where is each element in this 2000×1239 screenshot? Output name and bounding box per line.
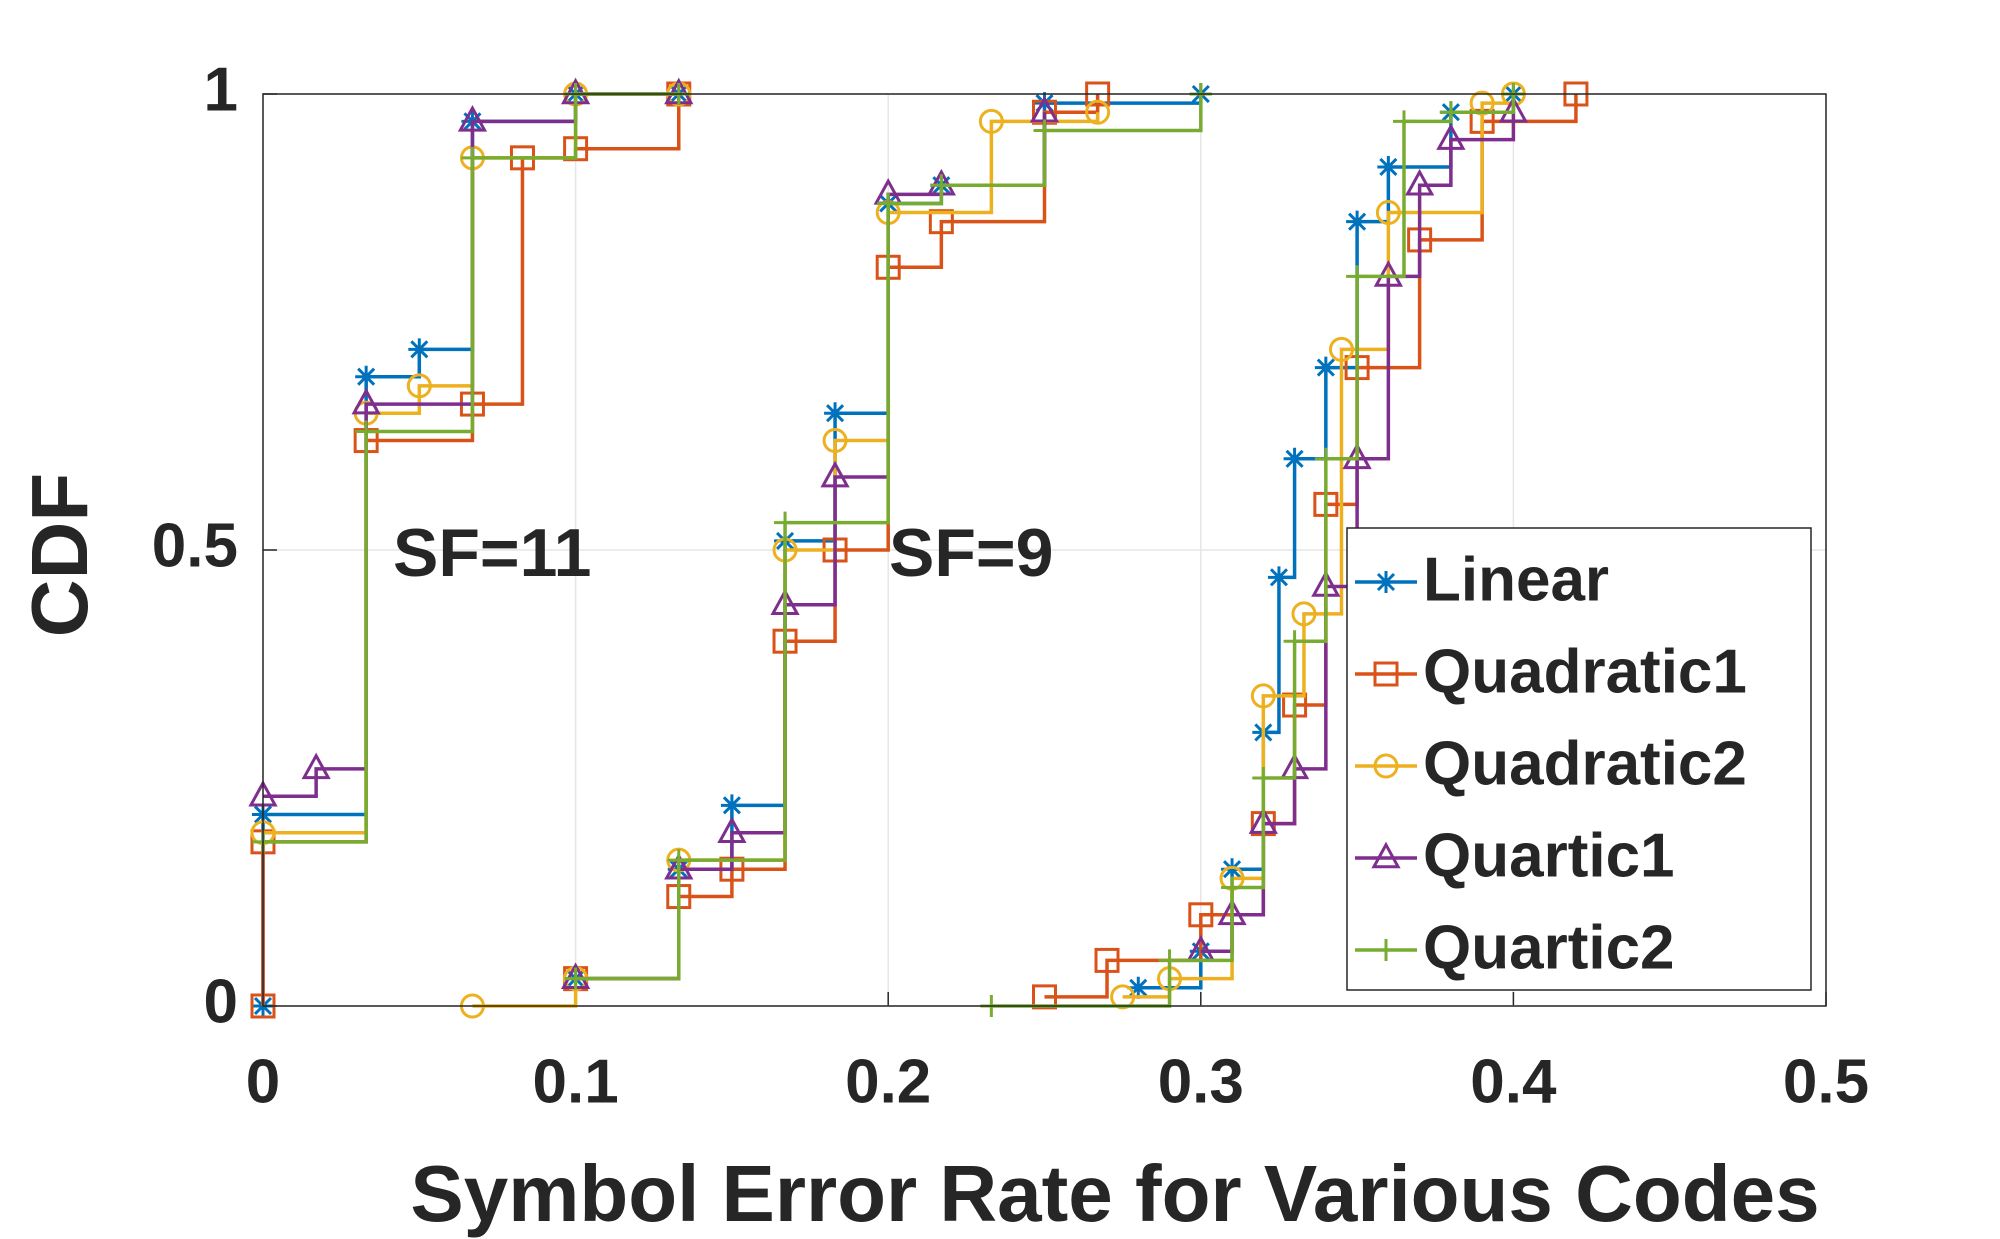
x-tick-label: 0.2 bbox=[845, 1047, 931, 1116]
marker bbox=[408, 338, 431, 361]
marker bbox=[667, 849, 690, 872]
x-tick-label: 0 bbox=[246, 1047, 280, 1116]
marker bbox=[822, 428, 848, 454]
marker bbox=[351, 387, 381, 415]
x-tick-label: 0.5 bbox=[1783, 1047, 1869, 1116]
marker bbox=[1375, 939, 1397, 961]
marker bbox=[1252, 767, 1275, 789]
marker bbox=[1267, 566, 1290, 589]
marker bbox=[1085, 99, 1111, 125]
marker bbox=[1221, 876, 1244, 899]
marker bbox=[1498, 95, 1529, 123]
marker bbox=[1328, 336, 1354, 362]
marker bbox=[720, 794, 743, 817]
marker bbox=[1033, 119, 1056, 142]
marker bbox=[1314, 447, 1337, 470]
marker bbox=[1346, 210, 1369, 233]
marker bbox=[301, 752, 331, 780]
marker bbox=[1373, 753, 1399, 779]
marker bbox=[1373, 661, 1399, 687]
marker bbox=[877, 192, 900, 215]
marker bbox=[457, 105, 488, 132]
marker bbox=[355, 420, 378, 443]
marker bbox=[1250, 683, 1276, 709]
legend: Linear Quadratic1 Quadratic2 Quartic1 Quarti… bbox=[1346, 527, 1812, 991]
marker bbox=[406, 373, 432, 399]
annotation: SF=9 bbox=[889, 515, 1053, 591]
marker bbox=[1439, 101, 1462, 124]
marker bbox=[820, 460, 850, 488]
marker bbox=[824, 402, 847, 425]
marker bbox=[1127, 976, 1150, 999]
legend-label: Linear bbox=[1423, 545, 1609, 614]
legend-label: Quartic2 bbox=[1423, 913, 1675, 982]
annotation: SF=11 bbox=[393, 515, 592, 591]
marker bbox=[1373, 260, 1403, 287]
marker bbox=[564, 967, 587, 990]
legend-label: Quadratic2 bbox=[1423, 729, 1747, 798]
marker bbox=[461, 146, 484, 169]
marker bbox=[717, 816, 747, 844]
marker bbox=[1283, 447, 1306, 470]
legend-label: Quartic1 bbox=[1423, 821, 1675, 890]
marker bbox=[1221, 858, 1244, 881]
marker bbox=[1291, 601, 1317, 627]
marker bbox=[1032, 984, 1057, 1010]
marker bbox=[928, 209, 954, 235]
marker bbox=[1375, 571, 1397, 593]
marker bbox=[1188, 902, 1214, 928]
marker bbox=[1158, 949, 1181, 972]
marker bbox=[1377, 155, 1400, 178]
marker bbox=[1346, 265, 1369, 288]
marker bbox=[774, 511, 797, 534]
marker bbox=[1375, 200, 1401, 226]
x-tick-label: 0.4 bbox=[1470, 1047, 1557, 1116]
y-axis-label: CDF bbox=[15, 473, 104, 637]
plot-frame bbox=[262, 93, 1827, 1007]
y-tick-label: 1 bbox=[204, 55, 238, 124]
x-axis-label: Symbol Error Rate for Various Codes bbox=[410, 1149, 1819, 1238]
marker bbox=[1283, 630, 1306, 653]
marker bbox=[1469, 90, 1495, 116]
x-tick-label: 0.1 bbox=[532, 1047, 618, 1116]
marker bbox=[1436, 123, 1466, 150]
marker bbox=[978, 108, 1004, 134]
marker bbox=[930, 174, 953, 197]
marker bbox=[1110, 984, 1136, 1010]
marker bbox=[1033, 92, 1056, 115]
marker bbox=[1371, 841, 1401, 869]
marker bbox=[1392, 110, 1415, 133]
x-tick-label: 0.3 bbox=[1158, 1047, 1244, 1116]
marker bbox=[1342, 442, 1372, 470]
marker bbox=[1094, 947, 1120, 973]
legend-box bbox=[1346, 527, 1812, 991]
marker bbox=[355, 365, 378, 388]
marker bbox=[1314, 356, 1337, 379]
y-tick-label: 0.5 bbox=[152, 511, 238, 580]
marker bbox=[1404, 168, 1435, 196]
legend-label: Quadratic1 bbox=[1423, 637, 1747, 706]
y-tick-label: 0 bbox=[204, 967, 238, 1036]
